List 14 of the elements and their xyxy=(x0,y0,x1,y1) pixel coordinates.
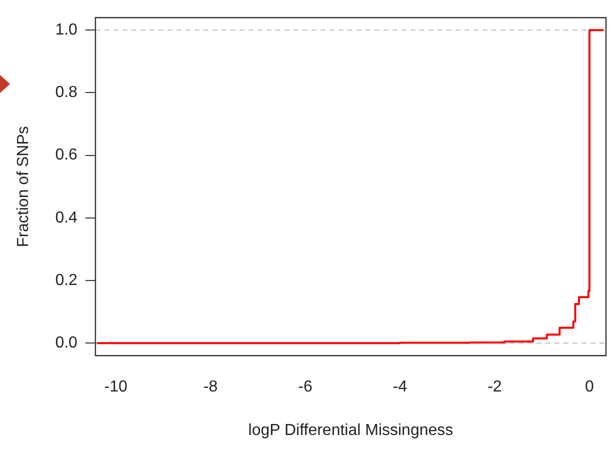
x-tick-label: -8 xyxy=(203,378,218,396)
y-tick-label: 0.0 xyxy=(55,334,78,352)
y-tick-label: 0.8 xyxy=(55,84,78,102)
x-tick-label: -4 xyxy=(392,378,408,396)
x-tick-label: 0 xyxy=(584,378,594,396)
y-tick-label: 0.4 xyxy=(55,209,78,226)
y-tick-label: 0.6 xyxy=(55,146,78,164)
y-tick-label: 1.0 xyxy=(55,22,78,39)
x-tick-label: -2 xyxy=(488,378,502,396)
x-axis-title: logP Differential Missingness xyxy=(248,422,454,439)
x-tick-label: -10 xyxy=(104,378,128,396)
y-tick-label: 0.2 xyxy=(55,272,78,289)
y-axis-title: Fraction of SNPs xyxy=(15,126,32,248)
x-tick-label: -6 xyxy=(298,378,312,396)
